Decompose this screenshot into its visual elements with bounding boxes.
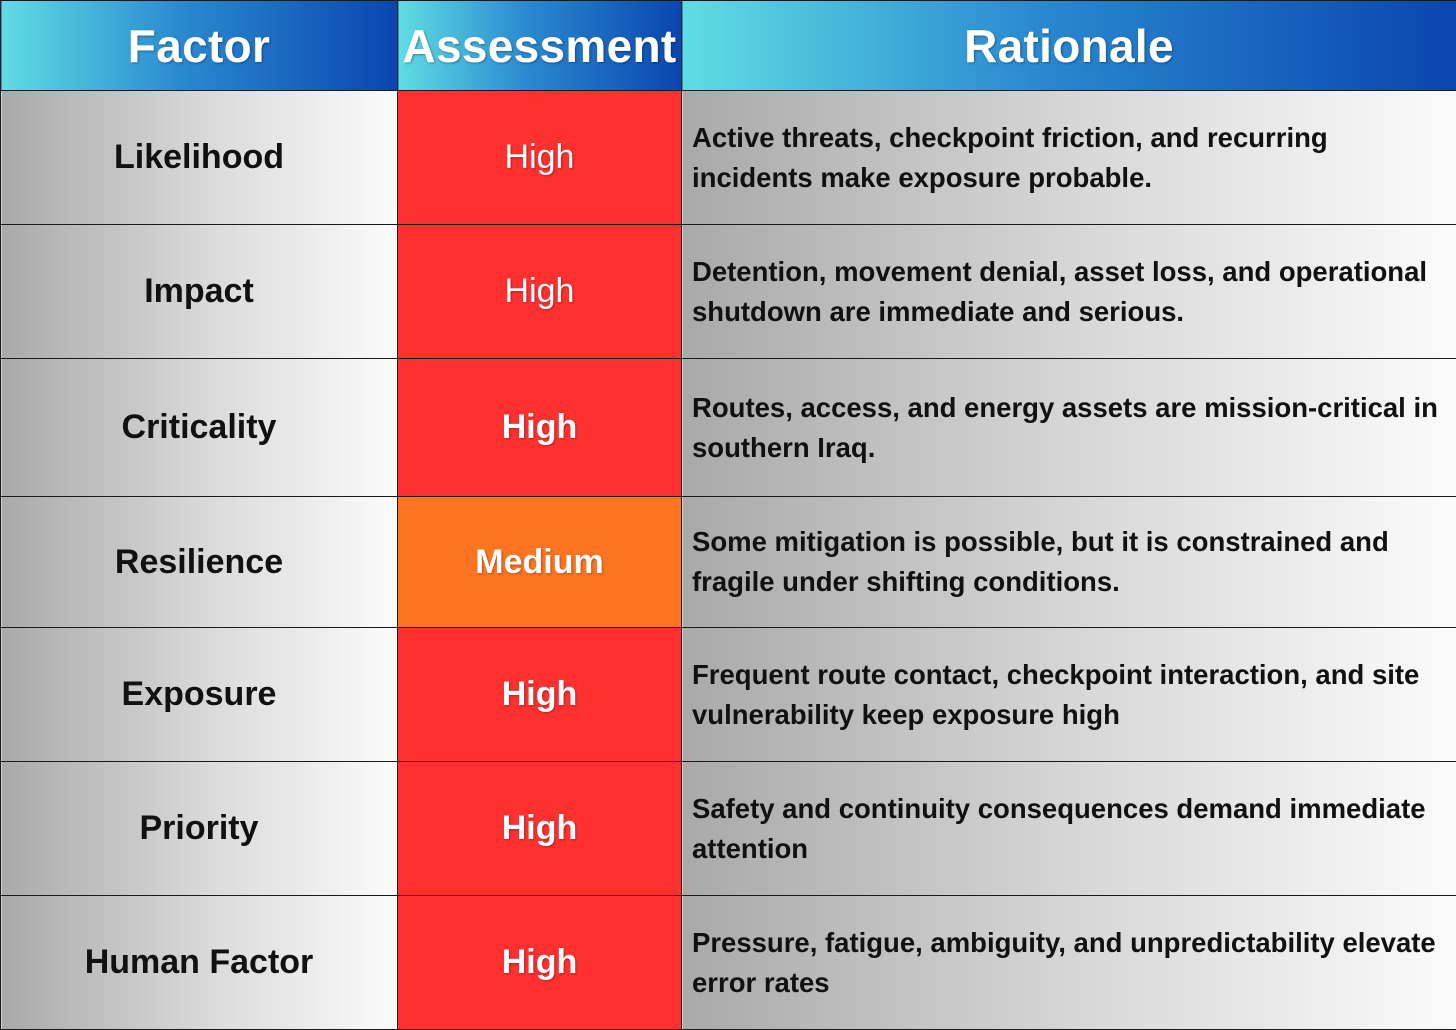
rationale-cell: Active threats, checkpoint friction, and… [682,91,1456,225]
rationale-cell: Safety and continuity consequences deman… [682,762,1456,896]
factor-cell: Human Factor [1,896,398,1030]
table-row: Priority High Safety and continuity cons… [1,762,1456,896]
table-row: Exposure High Frequent route contact, ch… [1,628,1456,762]
header-rationale: Rationale [682,1,1456,91]
rationale-cell: Some mitigation is possible, but it is c… [682,497,1456,628]
header-row: Factor Assessment Rationale [1,1,1456,91]
assessment-cell: High [398,762,682,896]
rationale-cell: Pressure, fatigue, ambiguity, and unpred… [682,896,1456,1030]
table-row: Impact High Detention, movement denial, … [1,225,1456,359]
factor-cell: Resilience [1,497,398,628]
assessment-cell: High [398,896,682,1030]
factor-cell: Likelihood [1,91,398,225]
factor-cell: Priority [1,762,398,896]
rationale-cell: Detention, movement denial, asset loss, … [682,225,1456,359]
assessment-cell: High [398,91,682,225]
header-factor: Factor [1,1,398,91]
factor-cell: Exposure [1,628,398,762]
table-row: Resilience Medium Some mitigation is pos… [1,497,1456,628]
assessment-cell: High [398,628,682,762]
factor-cell: Impact [1,225,398,359]
assessment-cell: High [398,225,682,359]
table-row: Likelihood High Active threats, checkpoi… [1,91,1456,225]
factor-cell: Criticality [1,359,398,497]
rationale-cell: Routes, access, and energy assets are mi… [682,359,1456,497]
assessment-cell: Medium [398,497,682,628]
header-assessment: Assessment [398,1,682,91]
rationale-cell: Frequent route contact, checkpoint inter… [682,628,1456,762]
table-row: Human Factor High Pressure, fatigue, amb… [1,896,1456,1030]
table-row: Criticality High Routes, access, and ene… [1,359,1456,497]
assessment-cell: High [398,359,682,497]
